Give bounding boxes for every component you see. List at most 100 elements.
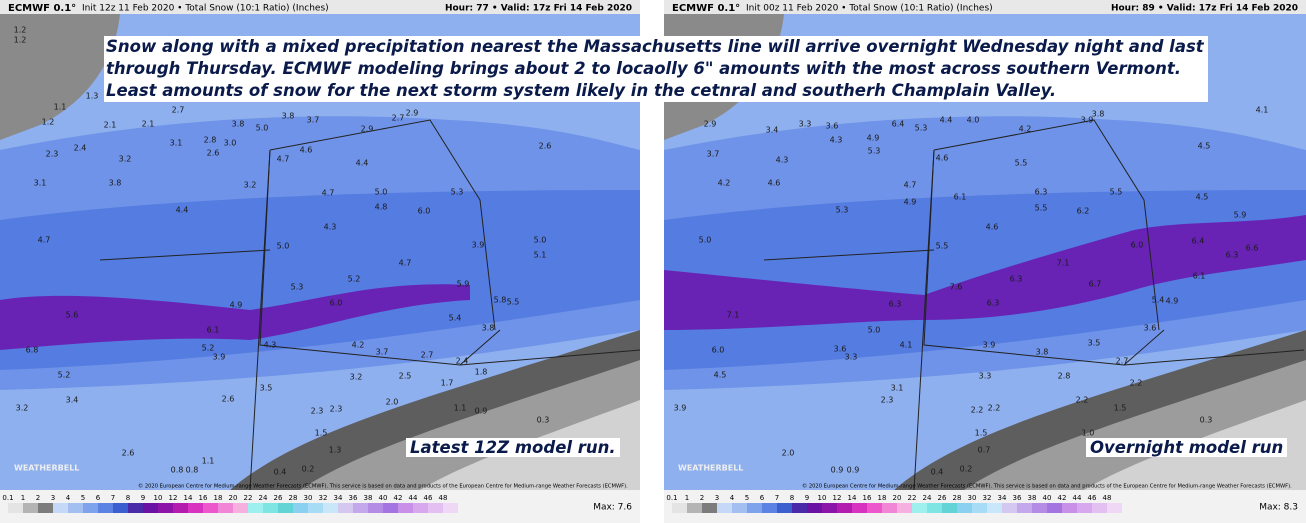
- map-value-label: 3.8: [1092, 110, 1105, 119]
- map-value-label: 4.3: [776, 156, 789, 165]
- map-value-label: 1.7: [441, 379, 454, 388]
- colorbar-label: 7: [111, 494, 115, 502]
- colorbar-swatch: [732, 503, 747, 513]
- colorbar-swatch: [672, 503, 687, 513]
- snow-heavy: [664, 215, 1306, 330]
- map-value-label: 6.1: [954, 193, 967, 202]
- colorbar-label: 34: [998, 494, 1007, 502]
- map-value-label: 1.1: [202, 457, 215, 466]
- colorbar-label: 4: [730, 494, 735, 502]
- map-value-label: 3.7: [376, 348, 389, 357]
- map-value-label: 5.3: [915, 124, 928, 133]
- map-value-label: 1.3: [329, 446, 342, 455]
- colorbar-label: 18: [214, 494, 223, 502]
- map-value-label: 3.6: [834, 345, 847, 354]
- map-value-label: 4.7: [38, 236, 51, 245]
- map-value-label: 5.4: [449, 314, 462, 323]
- colorbar-swatch: [203, 503, 218, 513]
- map-value-label: 6.8: [26, 346, 39, 355]
- map-value-label: 2.6: [539, 142, 552, 151]
- map-value-label: 3.5: [1088, 339, 1101, 348]
- map-value-label: 2.9: [704, 120, 717, 129]
- valid-time: Hour: 77 • Valid: 17z Fri 14 Feb 2020: [445, 4, 632, 14]
- map-value-label: 3.9: [213, 353, 226, 362]
- map-value-label: 4.0: [967, 116, 980, 125]
- map-value-label: 6.3: [1226, 251, 1239, 260]
- colorbar-label: 38: [1028, 494, 1037, 502]
- colorbar-swatch: [353, 503, 368, 513]
- map-value-label: 5.5: [507, 298, 520, 307]
- map-value-label: 2.2: [1130, 379, 1143, 388]
- colorbar-label: 20: [229, 494, 238, 502]
- colorbar-label: 3: [51, 494, 55, 502]
- map-value-label: 3.2: [119, 155, 132, 164]
- map-value-label: 3.3: [799, 120, 812, 129]
- colorbar-label: 14: [184, 494, 193, 502]
- map-value-label: 5.0: [256, 124, 269, 133]
- map-value-label: 6.0: [418, 207, 431, 216]
- map-value-label: 1.5: [315, 429, 328, 438]
- map-value-label: 2.3: [46, 150, 59, 159]
- map-value-label: 0.9: [475, 407, 488, 416]
- colorbar-label: 40: [379, 494, 388, 502]
- map-value-label: 1.3: [86, 92, 99, 101]
- map-value-label: 4.9: [1166, 297, 1179, 306]
- colorbar-swatch: [98, 503, 113, 513]
- map-value-label: 3.2: [350, 373, 363, 382]
- colorbar-swatch: [248, 503, 263, 513]
- map-value-label: 6.7: [1089, 280, 1102, 289]
- map-value-label: 2.4: [456, 357, 469, 366]
- colorbar-swatch: [368, 503, 383, 513]
- map-value-label: 3.9: [674, 404, 687, 413]
- map-value-label: 2.1: [104, 121, 117, 130]
- colorbar-label: 46: [1088, 494, 1097, 502]
- colorbar-label: 28: [289, 494, 298, 502]
- map-value-label: 4.8: [375, 203, 388, 212]
- map-value-label: 3.0: [224, 139, 237, 148]
- map-value-label: 6.1: [1193, 272, 1206, 281]
- colorbar-swatch: [23, 503, 38, 513]
- colorbar-label: 0.1: [666, 494, 677, 502]
- colorbar-label: 32: [319, 494, 328, 502]
- map-value-label: 3.4: [66, 396, 79, 405]
- colorbar-swatch: [852, 503, 867, 513]
- colorbar-label: 12: [833, 494, 842, 502]
- map-value-label: 6.0: [330, 299, 343, 308]
- colorbar-swatch: [68, 503, 83, 513]
- colorbar-swatch: [987, 503, 1002, 513]
- colorbar-swatch: [1002, 503, 1017, 513]
- canada-low: [0, 14, 120, 140]
- colorbar-swatch: [188, 503, 203, 513]
- colorbar-label: 0.1: [2, 494, 13, 502]
- colorbar-label: 42: [394, 494, 403, 502]
- colorbar-swatch: [293, 503, 308, 513]
- map-value-label: 2.4: [74, 144, 87, 153]
- map-value-label: 0.8: [186, 466, 199, 475]
- map-value-label: 3.3: [845, 353, 858, 362]
- map-value-label: 1.1: [54, 103, 67, 112]
- logo: WEATHERBELL: [14, 464, 79, 473]
- map-value-label: 5.0: [868, 326, 881, 335]
- colorbar-label: 30: [968, 494, 977, 502]
- map-value-label: 6.3: [987, 299, 1000, 308]
- map-value-label: 3.8: [1036, 348, 1049, 357]
- colorbar-swatch: [233, 503, 248, 513]
- map-value-label: 3.8: [482, 324, 495, 333]
- map-value-label: 4.6: [936, 154, 949, 163]
- map-value-label: 0.9: [847, 466, 860, 475]
- colorbar-swatch: [323, 503, 338, 513]
- map-value-label: 6.4: [1192, 237, 1205, 246]
- colorbar-label: 22: [908, 494, 917, 502]
- map-value-label: 3.2: [244, 181, 257, 190]
- colorbar-label: 5: [81, 494, 85, 502]
- map-value-label: 3.7: [307, 116, 320, 125]
- map-value-label: 3.9: [983, 341, 996, 350]
- colorbar-swatch: [1017, 503, 1032, 513]
- map-value-label: 3.6: [1144, 324, 1157, 333]
- colorbar-label: 46: [424, 494, 433, 502]
- colorbar-label: 28: [953, 494, 962, 502]
- map-value-label: 5.6: [66, 311, 79, 320]
- map-value-label: 2.5: [399, 372, 412, 381]
- map-value-label: 2.7: [172, 106, 185, 115]
- map-value-label: 5.5: [1035, 204, 1048, 213]
